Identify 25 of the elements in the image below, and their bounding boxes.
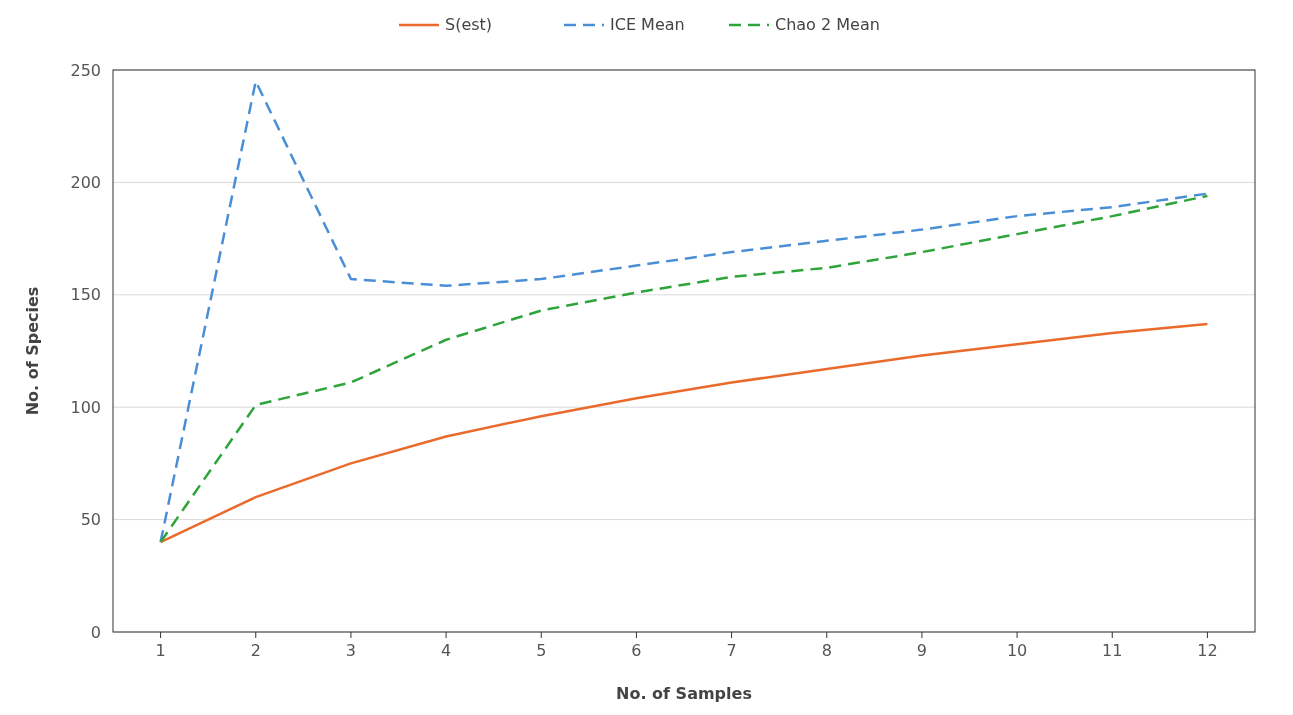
y-tick-label: 200 xyxy=(70,173,101,192)
y-axis-title: No. of Species xyxy=(23,286,42,416)
x-tick-label: 5 xyxy=(536,641,547,660)
legend-label: ICE Mean xyxy=(610,15,685,34)
x-tick-label: 11 xyxy=(1102,641,1123,660)
legend-label: Chao 2 Mean xyxy=(775,15,880,34)
x-tick-label: 4 xyxy=(440,641,452,660)
line-series xyxy=(159,194,1209,544)
line-series xyxy=(159,322,1209,544)
y-tick-label: 0 xyxy=(90,622,101,642)
x-tick-label: 10 xyxy=(1006,641,1028,660)
x-tick-label: 8 xyxy=(821,641,832,660)
y-tick-label: 100 xyxy=(70,397,101,417)
x-tick-label: 12 xyxy=(1197,641,1218,660)
x-tick-label: 7 xyxy=(726,641,737,660)
x-tick-label: 2 xyxy=(250,641,261,660)
y-tick-label: 150 xyxy=(70,285,101,305)
y-tick-label: 250 xyxy=(70,60,101,80)
x-tick-label: 3 xyxy=(345,641,357,660)
x-tick-label: 9 xyxy=(916,641,928,660)
legend-label: S(est) xyxy=(445,15,493,34)
x-tick-label: 6 xyxy=(631,641,642,660)
x-tick-label: 1 xyxy=(155,641,166,660)
y-tick-label: 50 xyxy=(80,510,101,530)
x-axis-title: No. of Samples xyxy=(616,684,752,703)
